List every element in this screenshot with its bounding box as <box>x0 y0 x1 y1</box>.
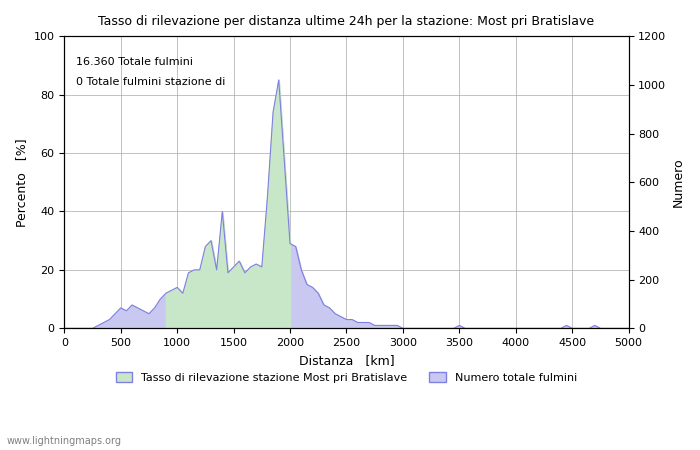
Text: www.lightningmaps.org: www.lightningmaps.org <box>7 436 122 446</box>
Title: Tasso di rilevazione per distanza ultime 24h per la stazione: Most pri Bratislav: Tasso di rilevazione per distanza ultime… <box>99 15 594 28</box>
Y-axis label: Percento   [%]: Percento [%] <box>15 138 28 226</box>
Text: 0 Totale fulmini stazione di: 0 Totale fulmini stazione di <box>76 77 225 87</box>
Text: 16.360 Totale fulmini: 16.360 Totale fulmini <box>76 57 192 67</box>
X-axis label: Distanza   [km]: Distanza [km] <box>299 354 394 367</box>
Y-axis label: Numero: Numero <box>672 158 685 207</box>
Legend: Tasso di rilevazione stazione Most pri Bratislave, Numero totale fulmini: Tasso di rilevazione stazione Most pri B… <box>111 367 582 387</box>
